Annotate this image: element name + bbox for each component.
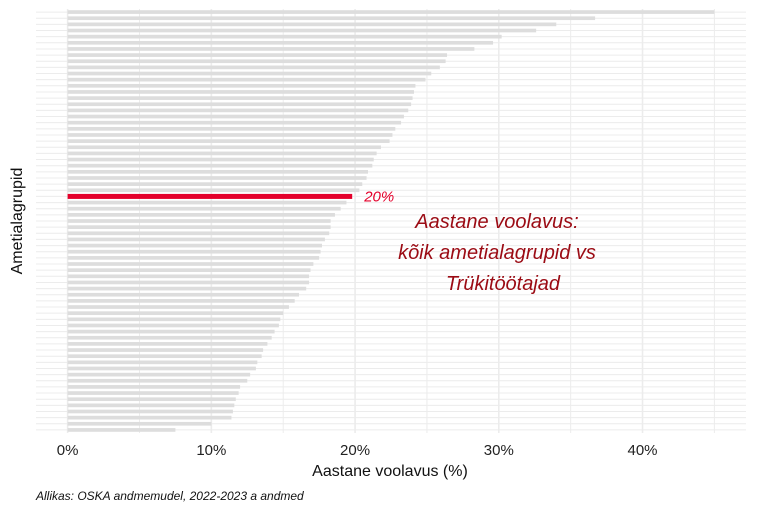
x-tick-label: 0%: [57, 442, 79, 459]
annotation-line-1: Aastane voolavus:: [414, 211, 578, 233]
bar: [67, 206, 341, 211]
bar: [67, 96, 413, 100]
y-axis-title: Ametialagrupid: [9, 168, 26, 275]
bar: [67, 342, 268, 346]
bar: [67, 397, 236, 402]
bar: [67, 65, 440, 70]
x-tick-label: 40%: [628, 442, 658, 459]
bar: [67, 360, 258, 365]
bar: [67, 83, 416, 88]
bar: [67, 428, 176, 432]
x-axis-ticks: 0% 10% 20% 30% 40%: [57, 442, 658, 459]
bar: [67, 126, 396, 131]
bar: [67, 348, 264, 352]
bar: [67, 286, 307, 291]
bar: [67, 372, 251, 377]
bar: [67, 403, 235, 408]
bar: [67, 40, 494, 45]
annotation-line-2: kõik ametialagrupid vs: [398, 242, 596, 264]
bar: [67, 200, 347, 205]
bar: [67, 120, 402, 125]
annotation: Aastane voolavus: kõik ametialagrupid vs…: [398, 211, 596, 295]
bar: [67, 409, 233, 414]
bar: [67, 305, 289, 309]
bar: [67, 47, 475, 51]
bar: [67, 59, 446, 64]
bar: [67, 225, 331, 229]
bar: [67, 385, 241, 389]
bar: [67, 335, 272, 340]
bar: [67, 22, 557, 27]
bar: [67, 108, 409, 113]
x-tick-label: 20%: [340, 442, 370, 459]
bar: [67, 237, 325, 242]
bar: [67, 299, 295, 303]
bar: [67, 268, 311, 273]
bar: [67, 16, 596, 21]
bar: [67, 145, 381, 150]
x-tick-label: 10%: [196, 442, 226, 459]
bar: [67, 274, 310, 279]
bar: [67, 176, 367, 180]
annotation-line-3: Trükitöötajad: [446, 273, 561, 295]
bar: [67, 114, 404, 119]
bar: [67, 151, 377, 156]
bar: [67, 317, 281, 322]
bar: [67, 102, 412, 107]
bar: [67, 378, 248, 383]
bar: [67, 219, 331, 223]
bar: [67, 354, 262, 359]
bar: [67, 421, 212, 426]
bar: [67, 256, 320, 260]
bar: [67, 71, 432, 76]
bar: [67, 53, 448, 57]
bar: [67, 182, 363, 186]
bar: [67, 249, 321, 254]
bar: [67, 391, 239, 395]
bar: [67, 139, 390, 143]
bar: [67, 323, 279, 328]
bar: [67, 213, 335, 217]
highlight-label: 20%: [363, 188, 394, 205]
bars: [67, 10, 715, 432]
bar: [67, 280, 310, 285]
bar: [67, 311, 284, 316]
bar: [67, 169, 369, 174]
bar: [67, 262, 314, 266]
bar: [67, 77, 426, 82]
bar: [67, 133, 393, 137]
bar: [67, 366, 256, 371]
x-tick-label: 30%: [484, 442, 514, 459]
bar: [67, 329, 275, 334]
bar: [67, 28, 537, 33]
bar: [67, 90, 414, 94]
highlight-bar: [67, 193, 353, 199]
highlight-group: [67, 193, 353, 199]
bar: [67, 157, 374, 162]
source-caption: Allikas: OSKA andmemudel, 2022-2023 a an…: [35, 489, 304, 503]
x-axis-title: Aastane voolavus (%): [312, 463, 468, 480]
bar: [67, 231, 330, 236]
bar: [67, 163, 373, 168]
bar: [67, 415, 232, 420]
bar: [67, 243, 323, 248]
bar: [67, 292, 300, 297]
bar: [67, 34, 502, 39]
bar: [67, 10, 715, 14]
bar: [67, 188, 360, 193]
